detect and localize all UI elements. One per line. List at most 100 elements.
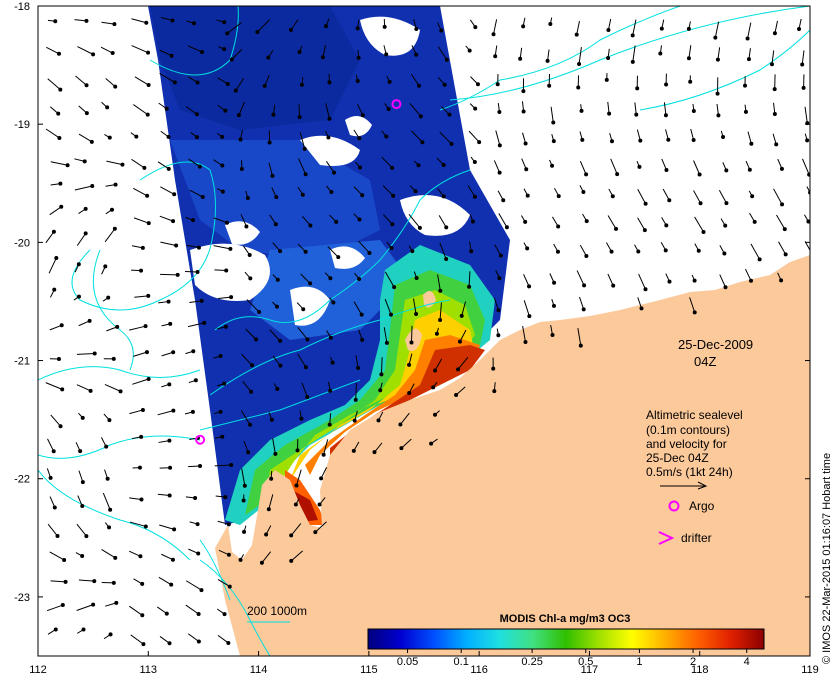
velocity-arrow-head xyxy=(797,27,802,32)
velocity-arrow-head xyxy=(327,116,332,121)
velocity-arrow-head xyxy=(196,551,201,556)
velocity-arrow xyxy=(522,325,526,343)
velocity-arrow-head xyxy=(143,524,148,529)
velocity-arrow-head xyxy=(289,558,294,563)
velocity-arrow-head xyxy=(523,141,528,146)
velocity-arrow xyxy=(238,101,245,116)
velocity-arrow-head xyxy=(200,49,205,54)
velocity-arrow-head xyxy=(175,272,180,277)
velocity-arrow-head xyxy=(60,603,65,608)
velocity-arrow-head xyxy=(106,295,111,300)
velocity-arrow-head xyxy=(581,307,586,312)
velocity-arrow-head xyxy=(467,284,472,289)
velocity-arrow-head xyxy=(111,580,116,585)
velocity-arrow-head xyxy=(743,109,748,114)
velocity-arrow-head xyxy=(713,35,718,40)
velocity-arrow-head xyxy=(615,172,620,177)
velocity-arrow-head xyxy=(584,253,589,258)
velocity-arrow-head xyxy=(146,377,151,382)
velocity-arrow-head xyxy=(171,350,176,355)
velocity-arrow xyxy=(76,523,87,537)
velocity-arrow xyxy=(217,77,229,85)
velocity-arrow-head xyxy=(547,83,552,88)
velocity-arrow xyxy=(47,78,61,91)
velocity-arrow xyxy=(693,160,701,175)
legend-line: and velocity for xyxy=(646,437,727,451)
velocity-arrow xyxy=(744,268,752,281)
velocity-arrow xyxy=(157,410,174,416)
velocity-arrow-head xyxy=(701,229,706,234)
velocity-arrow-head xyxy=(521,24,526,29)
velocity-arrow-head xyxy=(416,163,421,168)
velocity-arrow-head xyxy=(521,89,526,94)
velocity-arrow xyxy=(47,438,55,452)
velocity-arrow-head xyxy=(118,389,123,394)
velocity-arrow xyxy=(382,185,394,197)
velocity-arrow-head xyxy=(301,307,306,312)
velocity-arrow-head xyxy=(606,55,611,60)
velocity-arrow xyxy=(187,322,205,328)
velocity-arrow-head xyxy=(576,85,581,90)
velocity-arrow xyxy=(101,549,116,559)
chlorophyll-swath xyxy=(148,6,510,525)
velocity-arrow-head xyxy=(743,83,748,88)
date-label: 25-Dec-2009 xyxy=(678,337,753,352)
velocity-arrow xyxy=(226,22,242,34)
velocity-arrow-head xyxy=(171,408,176,413)
velocity-arrow-head xyxy=(56,111,61,116)
velocity-arrow-head xyxy=(433,412,438,417)
velocity-arrow-head xyxy=(228,246,233,251)
velocity-arrow xyxy=(493,160,501,173)
velocity-arrow-head xyxy=(140,245,145,250)
velocity-arrow-head xyxy=(355,26,360,31)
velocity-arrow-head xyxy=(293,502,298,507)
velocity-arrow xyxy=(161,553,174,561)
velocity-arrow-head xyxy=(275,386,280,391)
velocity-arrow xyxy=(637,217,646,231)
velocity-arrow-head xyxy=(724,201,729,206)
velocity-arrow-head xyxy=(356,55,361,60)
velocity-arrow xyxy=(290,550,304,562)
velocity-arrow-head xyxy=(521,109,526,114)
velocity-arrow-head xyxy=(407,390,412,395)
velocity-arrow xyxy=(434,358,443,371)
velocity-arrow-head xyxy=(146,221,151,226)
velocity-arrow-head xyxy=(65,163,70,168)
velocity-arrow xyxy=(240,214,247,227)
velocity-arrow xyxy=(242,381,252,393)
velocity-arrow-head xyxy=(327,422,332,427)
velocity-arrow xyxy=(457,356,469,370)
velocity-arrow xyxy=(632,45,636,62)
velocity-arrow xyxy=(467,185,476,198)
velocity-arrow-head xyxy=(295,448,300,453)
velocity-arrow xyxy=(771,50,775,65)
argo-legend-label: Argo xyxy=(689,499,715,513)
y-tick-label: -20 xyxy=(14,237,30,249)
velocity-arrow xyxy=(326,161,335,173)
velocity-arrow-head xyxy=(140,407,145,412)
velocity-arrow-head xyxy=(233,88,238,93)
velocity-arrow-head xyxy=(82,159,87,164)
velocity-arrow-head xyxy=(227,584,232,589)
velocity-arrow xyxy=(268,162,273,177)
velocity-arrow-head xyxy=(238,557,243,562)
velocity-arrow-head xyxy=(229,295,234,300)
velocity-arrow-head xyxy=(391,193,396,198)
velocity-arrow xyxy=(576,20,580,35)
velocity-arrow-head xyxy=(550,333,555,338)
velocity-arrow xyxy=(401,438,412,449)
velocity-arrow-head xyxy=(305,395,310,400)
velocity-arrow-head xyxy=(772,87,777,92)
velocity-arrow-head xyxy=(746,57,751,62)
velocity-arrow-head xyxy=(749,141,754,146)
velocity-arrow xyxy=(231,48,243,60)
velocity-arrow-head xyxy=(223,324,228,329)
velocity-arrow-head xyxy=(195,80,200,85)
velocity-arrow xyxy=(353,301,363,315)
velocity-arrow-head xyxy=(664,223,669,228)
velocity-arrow-head xyxy=(220,163,225,168)
velocity-arrow xyxy=(717,47,721,60)
velocity-arrow-head xyxy=(723,223,728,228)
velocity-arrow-head xyxy=(609,249,614,254)
y-tick-label: -23 xyxy=(14,592,30,604)
